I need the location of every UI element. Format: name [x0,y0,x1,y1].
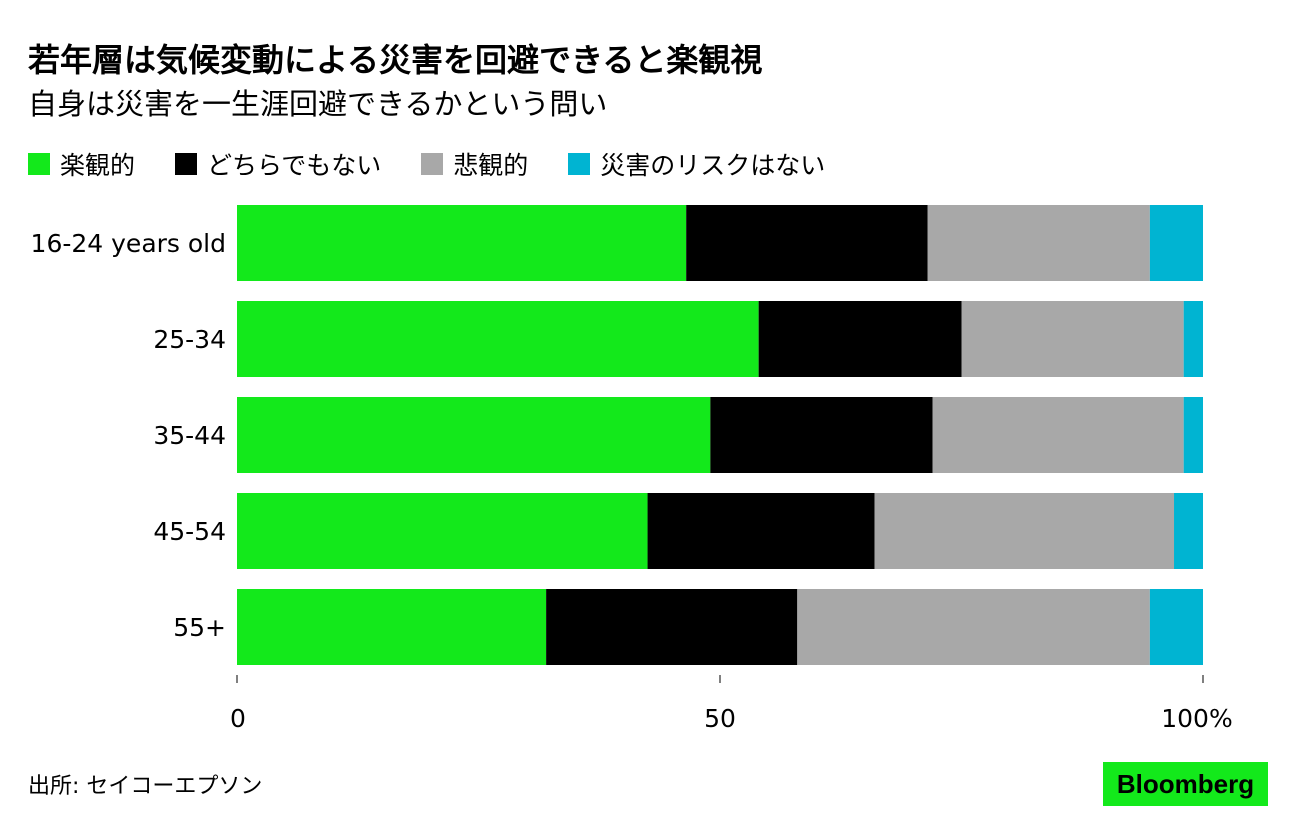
legend-item-optimistic: 楽観的 [28,146,135,182]
legend-swatch-optimistic [28,153,50,175]
bar-pessimistic-3 [874,493,1175,569]
source-note: 出所: セイコーエプソン [28,774,263,799]
x-tick-label-0: 0 [230,704,246,733]
legend-label-neither: どちらでもない [207,151,382,180]
bar-neither-1 [758,301,962,377]
legend-item-no-risk: 災害のリスクはない [568,146,825,182]
bar-optimistic-2 [237,397,711,473]
bar-pessimistic-4 [797,589,1150,665]
legend-label-pessimistic: 悲観的 [453,151,529,180]
chart-subtitle: 自身は災害を一生涯回避できるかという問い [28,87,608,121]
legend-swatch-no-risk [568,153,591,175]
bar-no-risk-3 [1174,493,1203,569]
bar-neither-3 [647,493,875,569]
x-tick-label-2: 100% [1161,704,1232,733]
legend-swatch-neither [175,153,198,175]
bar-neither-4 [546,589,798,665]
category-label-1: 25-34 [153,325,226,354]
bar-pessimistic-0 [927,205,1150,281]
bar-no-risk-0 [1149,205,1203,281]
bar-optimistic-3 [237,493,648,569]
legend-item-pessimistic: 悲観的 [421,146,528,182]
category-label-2: 35-44 [153,421,226,450]
legend-item-neither: どちらでもない [175,146,381,182]
bar-optimistic-1 [237,301,759,377]
bar-optimistic-0 [237,205,687,281]
category-label-0: 16-24 years old [31,229,226,258]
legend-label-optimistic: 楽観的 [60,151,136,180]
bar-neither-0 [686,205,928,281]
category-label-4: 55+ [173,613,226,642]
legend-label-no-risk: 災害のリスクはない [600,151,826,180]
bloomberg-logo: Bloomberg [1103,762,1268,806]
bar-no-risk-2 [1183,397,1203,473]
bar-pessimistic-1 [961,301,1184,377]
bar-optimistic-4 [237,589,547,665]
bar-no-risk-1 [1183,301,1203,377]
x-tick-label-1: 50 [704,704,736,733]
legend-swatch-pessimistic [421,153,444,175]
bar-pessimistic-2 [932,397,1184,473]
chart-title: 若年層は気候変動による災害を回避できると楽観視 [28,41,763,79]
bar-neither-2 [710,397,933,473]
bar-no-risk-4 [1149,589,1203,665]
legend: 楽観的 どちらでもない 悲観的 災害のリスクはない [28,144,865,184]
category-label-3: 45-54 [153,517,226,546]
